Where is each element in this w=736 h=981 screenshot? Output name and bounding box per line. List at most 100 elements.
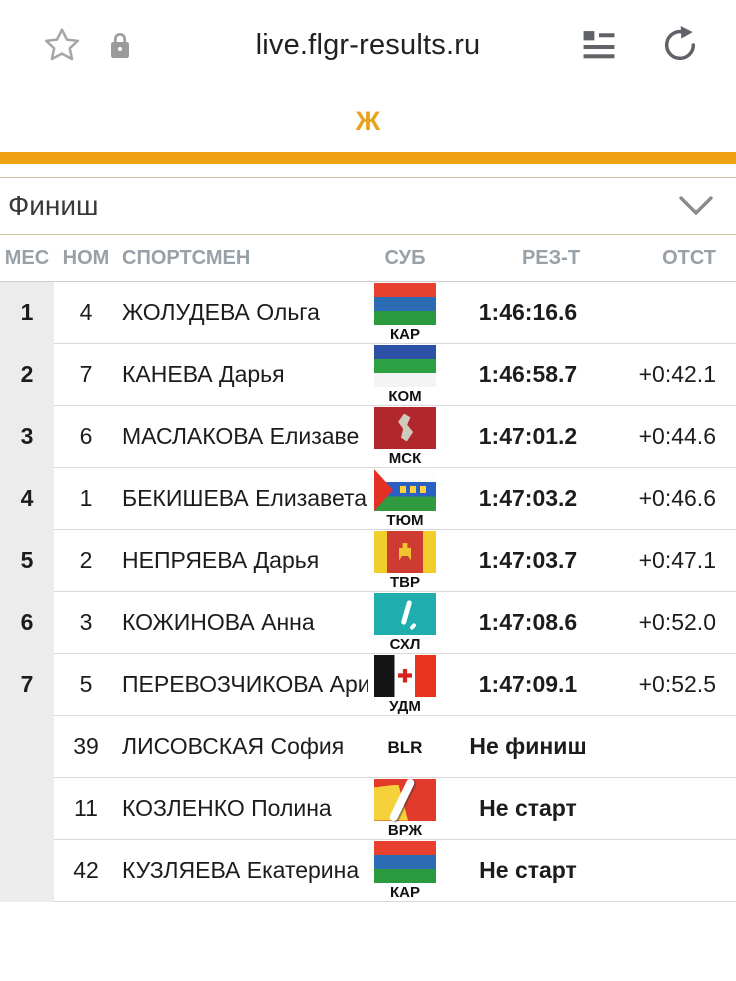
result-cell: 1:47:03.2 <box>478 485 578 511</box>
region-flag <box>374 840 436 883</box>
athlete-name: ЛИСОВСКАЯ София <box>122 733 345 759</box>
lock-icon[interactable] <box>108 31 132 59</box>
region-flag <box>374 778 436 821</box>
athlete-name: КОЖИНОВА Анна <box>122 609 315 635</box>
refresh-icon[interactable] <box>660 25 700 65</box>
athlete-name: БЕКИШЕВА Елизавета <box>122 485 368 511</box>
url-field[interactable]: live.flgr-results.ru <box>255 28 481 61</box>
athlete-name: ЖОЛУДЕВА Ольга <box>122 299 320 325</box>
region-flag <box>374 282 436 325</box>
region-code: BLR <box>387 737 423 757</box>
browser-chrome: live.flgr-results.ru <box>0 0 736 90</box>
athlete-name: КУЗЛЯЕВА Екатерина <box>122 857 360 883</box>
table-header-row: МЕС НОМ СПОРТСМЕН СУБ РЕЗ-Т ОТСТ <box>0 235 736 282</box>
region-code: УДМ <box>389 697 421 715</box>
result-cell: 1:47:08.6 <box>478 609 578 635</box>
place-cell: 7 <box>0 653 54 716</box>
region-cell: СХЛ <box>368 592 442 653</box>
bib-cell: 39 <box>73 733 99 759</box>
table-row: 7 5 ПЕРЕВОЗЧИКОВА Ари УДМ 1:47:09.1 +0:5… <box>0 653 736 716</box>
athlete-name: ПЕРЕВОЗЧИКОВА Ари <box>122 671 368 697</box>
place-cell: 4 <box>0 467 54 530</box>
table-row: 11 КОЗЛЕНКО Полина ВРЖ Не старт <box>0 777 736 840</box>
place-cell <box>0 777 54 840</box>
bib-cell: 5 <box>79 671 93 697</box>
place-cell: 5 <box>0 529 54 592</box>
region-cell: ВРЖ <box>368 778 442 839</box>
table-row: 6 3 КОЖИНОВА Анна СХЛ 1:47:08.6 +0:52.0 <box>0 591 736 654</box>
gap-cell: +0:47.1 <box>638 547 716 573</box>
place-cell: 6 <box>0 591 54 654</box>
bib-cell: 4 <box>79 299 93 325</box>
region-code: СХЛ <box>389 635 421 653</box>
stage-dropdown-value: Финиш <box>8 190 99 221</box>
stage-dropdown[interactable]: Финиш <box>0 177 736 235</box>
gap-cell: +0:42.1 <box>638 361 716 387</box>
header-bib: НОМ <box>62 246 110 269</box>
place-cell: 2 <box>0 343 54 406</box>
result-cell: 1:47:01.2 <box>478 423 578 449</box>
chevron-down-icon <box>678 195 714 217</box>
gap-cell: +0:44.6 <box>638 423 716 449</box>
bib-cell: 3 <box>79 609 93 635</box>
region-flag <box>374 530 436 573</box>
region-flag <box>374 344 436 387</box>
region-flag <box>374 592 436 635</box>
athlete-name: НЕПРЯЕВА Дарья <box>122 547 320 573</box>
place-cell: 1 <box>0 281 54 344</box>
table-row: 2 7 КАНЕВА Дарья КОМ 1:46:58.7 +0:42.1 <box>0 343 736 406</box>
region-code: ТВР <box>390 573 420 591</box>
region-cell: BLR <box>368 738 442 756</box>
table-row: 5 2 НЕПРЯЕВА Дарья ТВР 1:47:03.7 +0:47.1 <box>0 529 736 592</box>
table-row: 1 4 ЖОЛУДЕВА Ольга КАР 1:46:16.6 <box>0 281 736 344</box>
athlete-name: КАНЕВА Дарья <box>122 361 285 387</box>
region-cell: КОМ <box>368 344 442 405</box>
bib-cell: 2 <box>79 547 93 573</box>
gap-cell: +0:46.6 <box>638 485 716 511</box>
reader-mode-icon[interactable] <box>580 28 618 62</box>
header-place: МЕС <box>4 246 50 269</box>
header-region: СУБ <box>384 246 426 269</box>
bib-cell: 1 <box>79 485 93 511</box>
bib-cell: 42 <box>73 857 99 883</box>
region-flag <box>374 468 436 511</box>
athlete-name: МАСЛАКОВА Елизаве <box>122 423 360 449</box>
result-cell: Не старт <box>479 857 577 883</box>
gap-cell: +0:52.5 <box>638 671 716 697</box>
bookmark-star-icon[interactable] <box>42 25 82 65</box>
region-code: ВРЖ <box>387 821 423 839</box>
region-code: КОМ <box>388 387 422 405</box>
region-cell: МСК <box>368 406 442 467</box>
region-flag <box>374 654 436 697</box>
region-cell: КАР <box>368 840 442 901</box>
place-cell <box>0 839 54 902</box>
table-row: 4 1 БЕКИШЕВА Елизавета ТЮМ 1:47:03.2 +0:… <box>0 467 736 530</box>
header-gap: ОТСТ <box>662 246 716 269</box>
table-row: 42 КУЗЛЯЕВА Екатерина КАР Не старт <box>0 839 736 902</box>
accent-bar <box>0 152 736 164</box>
region-cell: ТЮМ <box>368 468 442 529</box>
result-cell: 1:47:09.1 <box>478 671 578 697</box>
region-flag <box>374 406 436 449</box>
result-cell: Не старт <box>479 795 577 821</box>
place-cell: 3 <box>0 405 54 468</box>
header-athlete: СПОРТСМЕН <box>122 246 251 269</box>
region-code: КАР <box>390 883 420 901</box>
region-code: МСК <box>388 449 422 467</box>
region-code: ТЮМ <box>386 511 424 529</box>
region-cell: УДМ <box>368 654 442 715</box>
category-label: Ж <box>355 105 381 136</box>
result-cell: 1:46:16.6 <box>478 299 578 325</box>
header-result: РЕЗ-Т <box>521 246 581 269</box>
bib-cell: 7 <box>79 361 93 387</box>
result-cell: Не финиш <box>469 733 587 759</box>
gap-cell: +0:52.0 <box>638 609 716 635</box>
result-cell: 1:46:58.7 <box>478 361 578 387</box>
bib-cell: 11 <box>74 795 98 821</box>
bib-cell: 6 <box>79 423 93 449</box>
result-cell: 1:47:03.7 <box>478 547 578 573</box>
region-code: КАР <box>390 325 420 343</box>
table-row: 39 ЛИСОВСКАЯ София BLR Не финиш <box>0 715 736 778</box>
region-cell: ТВР <box>368 530 442 591</box>
